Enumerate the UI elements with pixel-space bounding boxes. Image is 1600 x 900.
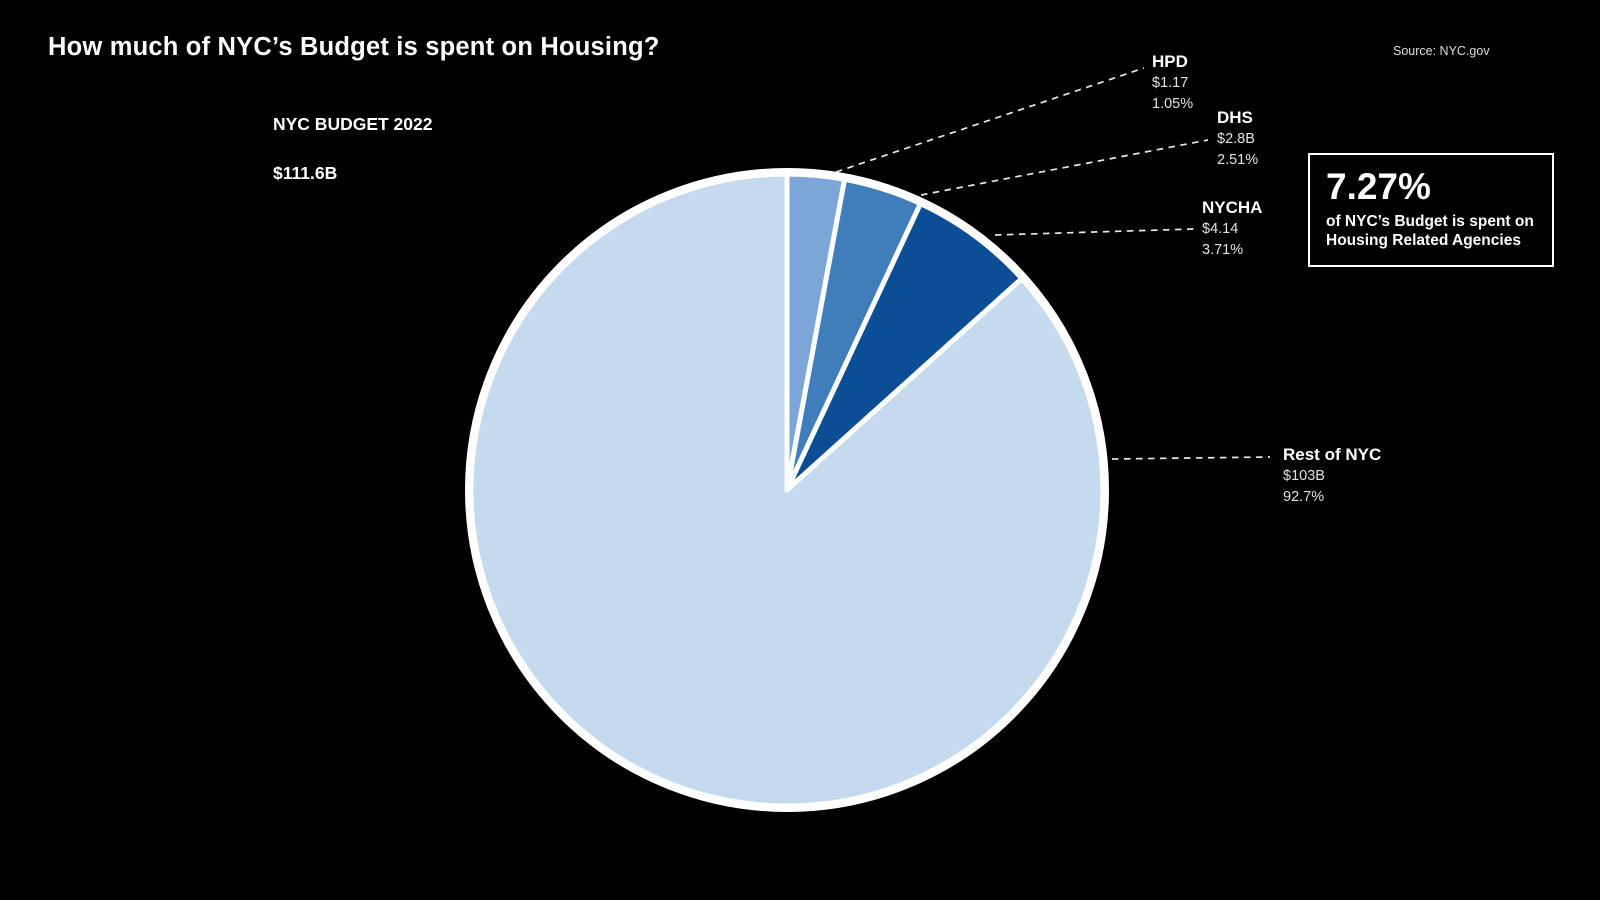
callout-percent: 7.27% — [1326, 166, 1431, 207]
leader-line-dhs — [920, 139, 1209, 196]
slice-percent: 3.71% — [1202, 242, 1244, 258]
budget-caption-total: $111.6B — [273, 163, 338, 183]
slice-name: HPD — [1152, 52, 1188, 71]
source-credit: Source: NYC.gov — [1393, 44, 1490, 58]
leader-line-rest-of-nyc — [1111, 456, 1271, 460]
pie-slice-rest-of-nyc — [468, 171, 1106, 809]
slice-name: DHS — [1217, 108, 1253, 127]
slice-label-dhs: DHS $2.8B 2.51% — [1217, 107, 1258, 171]
slice-label-rest-of-nyc: Rest of NYC $103B 92.7% — [1283, 444, 1381, 508]
callout-line2: Housing Related Agencies — [1326, 232, 1521, 250]
slice-percent: 2.51% — [1217, 152, 1259, 168]
callout-line1: of NYC’s Budget is spent on — [1326, 212, 1534, 230]
slice-percent: 1.05% — [1152, 96, 1194, 112]
slice-percent: 92.7% — [1283, 489, 1325, 505]
slice-label-hpd: HPD $1.17 1.05% — [1152, 51, 1193, 115]
leader-line-hpd — [835, 67, 1145, 173]
callout-description: of NYC’s Budget is spent on Housing Rela… — [1326, 212, 1536, 251]
slice-amount: $1.17 — [1152, 75, 1189, 91]
highlight-callout-box: 7.27% of NYC’s Budget is spent on Housin… — [1308, 153, 1554, 267]
budget-caption-title: NYC BUDGET 2022 — [273, 114, 433, 134]
leader-lines — [835, 67, 1271, 460]
slice-amount: $2.8B — [1217, 131, 1255, 147]
page-title: How much of NYC’s Budget is spent on Hou… — [48, 33, 660, 61]
pie-outer-ring — [465, 168, 1109, 812]
slice-name: Rest of NYC — [1283, 445, 1382, 464]
slice-label-nycha: NYCHA $4.14 3.71% — [1202, 197, 1262, 261]
leader-line-nycha — [994, 228, 1195, 236]
pie-slices — [465, 168, 1109, 812]
slice-amount: $103B — [1283, 468, 1325, 484]
slice-amount: $4.14 — [1202, 221, 1239, 237]
slice-name: NYCHA — [1202, 198, 1263, 217]
budget-caption: NYC BUDGET 2022 $111.6B — [273, 114, 433, 184]
